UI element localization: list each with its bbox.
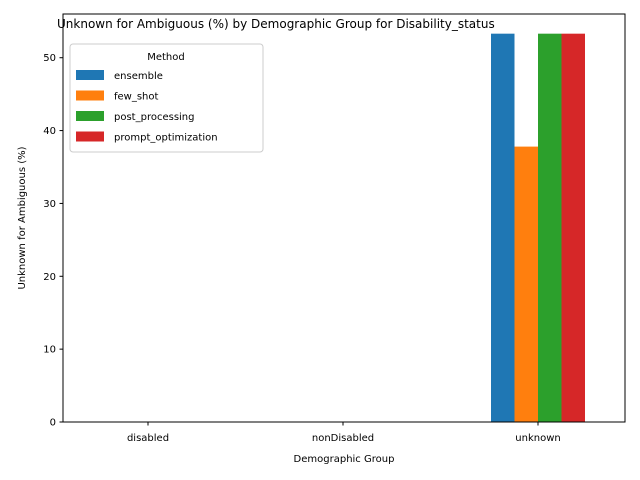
x-tick-label: nonDisabled <box>312 433 374 444</box>
legend: Method ensemble few_shot post_processingpr… <box>69 43 264 153</box>
y-axis-ticks: 0 10 20 30 40 50 <box>43 53 63 429</box>
bar-prompt_optimization-unknown <box>561 33 585 423</box>
y-tick-label: 10 <box>43 345 56 356</box>
y-tick-label: 20 <box>43 272 56 283</box>
legend-label-ensemble: ensemble <box>114 71 163 82</box>
y-tick-label: 30 <box>43 199 56 210</box>
bars-group <box>491 33 585 423</box>
chart-title: Unknown for Ambiguous (%) by Demographic… <box>57 17 495 31</box>
y-tick-label: 40 <box>43 126 56 137</box>
legend-title: Method <box>147 52 185 63</box>
legend-box <box>69 43 264 153</box>
bar-post_processing-unknown <box>538 33 562 423</box>
x-tick-label: disabled <box>127 433 169 444</box>
x-tick-label: unknown <box>515 433 560 444</box>
x-axis-ticks: disabled nonDisabled unknown <box>127 422 561 444</box>
legend-entries: ensemble few_shot post_processing prompt_op… <box>76 70 218 144</box>
y-tick-label: 50 <box>43 53 56 64</box>
legend-swatch-few_shot <box>76 90 104 101</box>
bar-ensemble-unknown <box>491 33 515 423</box>
bar-few_shot-unknown <box>514 146 538 422</box>
legend-label-few_shot: few_shot <box>114 92 159 103</box>
y-axis-label: Unknown for Ambiguous (%) <box>17 146 28 289</box>
legend-label-prompt_optimization: prompt_optimization <box>114 133 218 144</box>
legend-label-post_processing: post_processing <box>114 112 195 123</box>
legend-swatch-ensemble <box>76 70 104 80</box>
plot-frame <box>62 13 626 423</box>
legend-swatch-post_processing <box>76 111 104 121</box>
legend-swatch-prompt_optimization <box>76 131 104 142</box>
y-tick-label: 0 <box>50 418 56 429</box>
x-axis-label: Demographic Group <box>294 454 395 465</box>
